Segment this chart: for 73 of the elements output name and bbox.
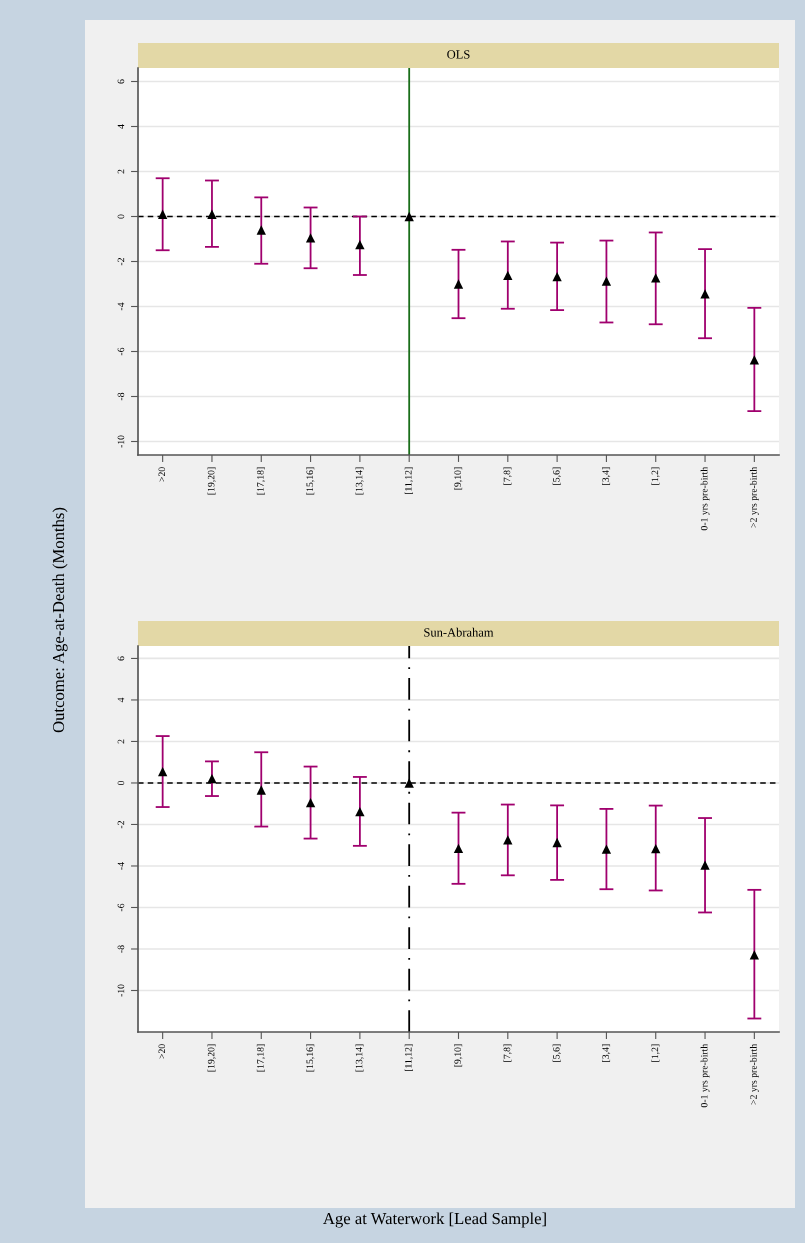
point — [355, 239, 365, 250]
y-tick-label: 6 — [117, 656, 125, 661]
x-tick-label: [5,6] — [552, 1044, 561, 1062]
x-tick-label: [15,16] — [306, 1044, 315, 1072]
x-tick-label: >2 yrs pre-birth — [749, 1043, 759, 1105]
x-tick-label: [3,4] — [602, 467, 611, 485]
x-tick-label: [9,10] — [454, 1044, 463, 1067]
point — [651, 273, 661, 283]
y-tick-label: -10 — [117, 435, 125, 448]
point — [749, 355, 759, 365]
y-tick-label: -10 — [117, 984, 125, 997]
point — [700, 860, 710, 870]
x-tick-label: 0-1 yrs pre-birth — [700, 1043, 710, 1108]
point — [651, 843, 661, 854]
point — [552, 271, 562, 282]
point — [404, 778, 414, 788]
x-tick-label: >2 yrs pre-birth — [749, 466, 759, 528]
x-tick-label: [19,20] — [207, 467, 216, 495]
y-tick-label: -4 — [117, 862, 125, 870]
point — [453, 843, 464, 853]
x-tick-label: [13,14] — [355, 467, 364, 495]
point — [305, 798, 316, 808]
point — [453, 279, 464, 289]
x-tick-label: [17,18] — [256, 1044, 266, 1072]
y-tick-label: -6 — [117, 903, 125, 912]
point — [749, 950, 759, 960]
chart-title: Sun-Abraham — [424, 627, 494, 637]
x-tick-label: [9,10] — [454, 467, 463, 490]
y-tick-label: -6 — [117, 347, 125, 356]
point — [700, 289, 710, 299]
point — [256, 785, 266, 795]
x-tick-label: >20 — [158, 467, 166, 482]
point — [256, 225, 266, 235]
y-tick-label: 2 — [117, 169, 125, 174]
point — [601, 844, 612, 854]
point — [355, 806, 365, 817]
y-tick-label: -2 — [117, 257, 125, 266]
point — [404, 211, 414, 222]
point — [207, 209, 217, 219]
x-tick-label: [7,8] — [503, 467, 512, 485]
y-tick-label: 2 — [117, 739, 125, 744]
x-tick-label: [1,2] — [651, 467, 660, 485]
y-tick-label: 6 — [117, 79, 125, 84]
point — [601, 276, 612, 286]
x-tick-label: [7,8] — [503, 1044, 512, 1062]
point — [207, 773, 217, 784]
y-tick-label: 4 — [117, 124, 125, 129]
x-tick-label: >20 — [158, 1044, 166, 1059]
x-tick-label: [5,6] — [552, 467, 561, 485]
x-tick-label: [3,4] — [602, 1044, 611, 1062]
x-tick-label: [11,12] — [404, 467, 414, 495]
x-tick-label: [13,14] — [355, 1044, 364, 1072]
x-tick-label: [11,12] — [404, 1044, 414, 1072]
x-tick-label: [1,2] — [651, 1044, 660, 1062]
y-tick-label: 0 — [117, 214, 125, 219]
x-tick-label: [17,18] — [256, 467, 266, 495]
y-tick-label: -8 — [117, 945, 125, 953]
x-axis-title: Age at Waterwork [Lead Sample] — [323, 1212, 546, 1228]
x-tick-label: [19,20] — [207, 1044, 216, 1072]
point — [158, 766, 168, 777]
point — [503, 270, 513, 281]
y-tick-label: -4 — [117, 302, 125, 311]
y-tick-label: -2 — [117, 820, 125, 829]
y-tick-label: 0 — [117, 780, 125, 786]
point — [305, 233, 316, 243]
y-tick-label: -8 — [117, 392, 125, 401]
y-axis-title: Outcome: Age-at-Death (Months) — [52, 507, 68, 733]
chart-title: OLS — [447, 50, 470, 59]
x-tick-label: [15,16] — [306, 467, 315, 495]
x-tick-label: 0-1 yrs pre-birth — [700, 466, 710, 531]
point — [158, 209, 168, 219]
point — [552, 837, 562, 848]
y-tick-label: 4 — [117, 697, 125, 703]
